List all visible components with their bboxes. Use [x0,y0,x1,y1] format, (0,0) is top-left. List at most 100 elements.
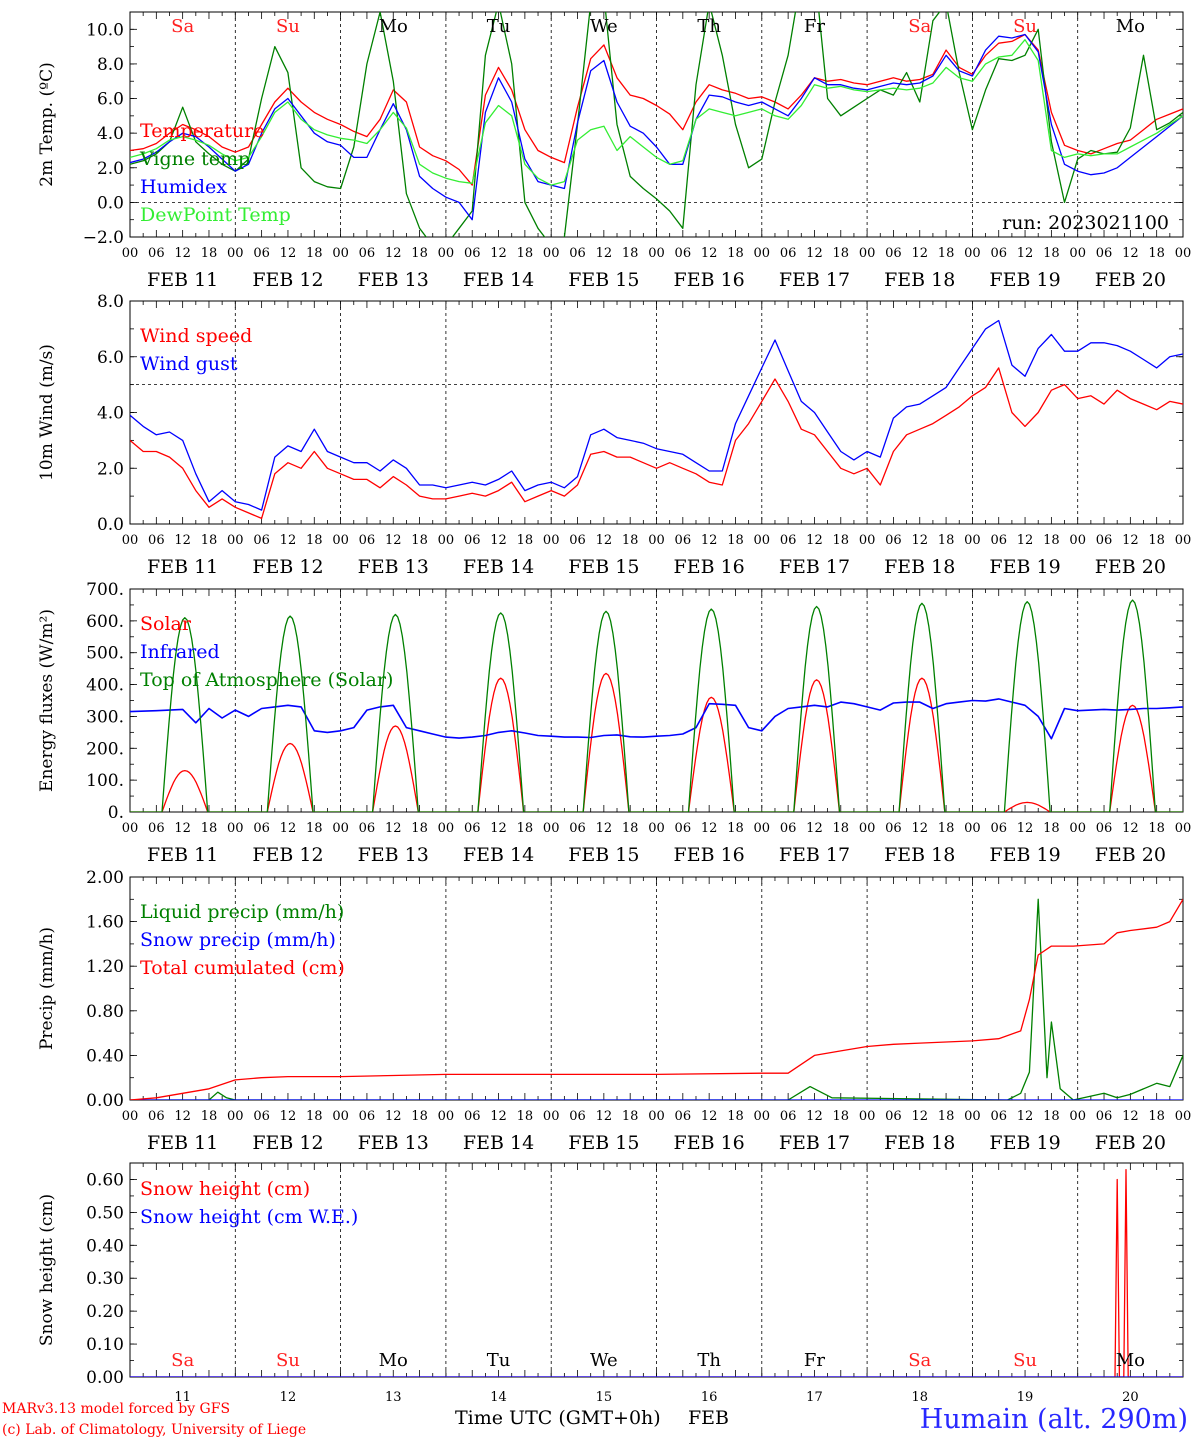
hour-label: 12 [280,533,297,548]
date-label: FEB 17 [779,556,850,578]
date-label: FEB 16 [674,1132,745,1154]
hour-label: 06 [569,821,586,836]
day-number-label: 13 [385,1390,402,1405]
footer: MARv3.13 model forced by GFS (c) Lab. of… [2,1401,1188,1438]
date-label: FEB 15 [568,556,639,578]
y-tick-label: 8.0 [97,292,124,312]
hour-label: 06 [1096,1109,1113,1124]
hour-label: 06 [569,246,586,261]
hour-label: 12 [1122,821,1139,836]
hour-label: 00 [1069,533,1086,548]
hour-label: 18 [833,533,850,548]
hour-label: 18 [622,246,639,261]
hour-label: 18 [411,533,428,548]
hour-label: 18 [1148,821,1165,836]
hour-label: 00 [1069,1109,1086,1124]
date-label: FEB 12 [252,556,323,578]
y-tick-label: 8.0 [97,55,124,75]
hour-label: 18 [306,246,323,261]
hour-label: 00 [543,246,560,261]
hour-label: 00 [648,1109,665,1124]
hour-label: 00 [964,533,981,548]
hour-label: 12 [911,246,928,261]
hour-label: 00 [332,246,349,261]
y-tick-label: 0.40 [86,1046,124,1066]
hour-label: 18 [1148,533,1165,548]
hour-label: 12 [701,533,718,548]
y-tick-label: 0.80 [86,1002,124,1022]
day-number-label: 19 [1017,1390,1034,1405]
hour-label: 12 [806,1109,823,1124]
hour-label: 06 [885,246,902,261]
y-tick-label: 4.0 [97,124,124,144]
date-label: FEB 18 [884,556,955,578]
date-label: FEB 18 [884,269,955,291]
date-label: FEB 13 [358,269,429,291]
y-axis-title: Precip (mm/h) [37,927,57,1050]
series-group [130,599,1183,812]
hour-label: 18 [833,821,850,836]
hour-label: 06 [253,533,270,548]
weekday-label: Mo [1116,1350,1145,1371]
hour-label: 00 [1069,246,1086,261]
date-label: FEB 14 [463,844,534,866]
date-label: FEB 17 [779,269,850,291]
y-tick-label: 1.20 [86,957,124,977]
model-credit: MARv3.13 model forced by GFS [2,1401,230,1417]
legend-entry: Top of Atmosphere (Solar) [140,669,393,691]
date-label: FEB 12 [252,269,323,291]
hour-label: 00 [859,533,876,548]
hour-label: 12 [490,821,507,836]
hour-label: 00 [543,821,560,836]
hour-label: 00 [754,246,771,261]
hour-label: 18 [306,821,323,836]
hour-label: 12 [174,533,191,548]
legend-entry: DewPoint Temp [140,204,291,226]
hour-label: 12 [1017,533,1034,548]
chart-panel-5: 0.60 0.50 0.40 0.30 0.20 0.10 0.00 Snow height … [37,1162,1184,1405]
lab-credit: (c) Lab. of Climatology, University of L… [2,1422,306,1438]
series-line-solar [130,672,1183,812]
hour-label: 12 [701,1109,718,1124]
hour-label: 06 [253,821,270,836]
y-tick-label: 0.20 [86,1302,124,1322]
hour-label: 00 [964,821,981,836]
y-axis-title: Energy fluxes (W/m²) [37,609,57,792]
day-number-label: 16 [701,1390,718,1405]
hour-label: 18 [306,1109,323,1124]
run-annotation: run: 2023021100 [1002,212,1169,234]
month-label: FEB [688,1407,729,1429]
hour-label: 06 [148,821,165,836]
weekday-label: We [590,1350,618,1371]
date-label: FEB 19 [989,269,1060,291]
hour-label: 18 [833,246,850,261]
y-tick-label: 2.0 [97,459,124,479]
hour-label: 00 [754,1109,771,1124]
hour-label: 00 [648,533,665,548]
y-axis-title: Snow height (cm) [37,1194,57,1346]
hour-label: 06 [990,246,1007,261]
hour-label: 18 [201,533,218,548]
hour-label: 18 [938,246,955,261]
date-label: FEB 14 [463,556,534,578]
hour-label: 12 [280,1109,297,1124]
chart-panel-3: 700. 600. 500. 400. 300. 200. 100. 0. Energy flu… [37,580,1191,866]
hour-label: 06 [1096,821,1113,836]
hour-label: 18 [1043,821,1060,836]
hour-label: 12 [596,821,613,836]
legend-entry: Humidex [140,176,227,198]
y-tick-label: 200. [86,739,124,759]
weekday-label: Mo [379,1350,408,1371]
date-label: FEB 11 [147,844,218,866]
day-number-label: 17 [806,1390,823,1405]
chart-panel-1: 10.0 8.0 6.0 4.0 2.0 0.0 −2.0 2m Temp. (ºC) 00 06… [37,11,1191,291]
weekday-label: Su [276,16,300,37]
y-tick-label: 0.50 [86,1203,124,1223]
hour-label: 00 [1175,533,1192,548]
date-label: FEB 18 [884,1132,955,1154]
hour-label: 18 [938,1109,955,1124]
date-label: FEB 20 [1095,269,1166,291]
hour-label: 12 [280,246,297,261]
weekday-label: Fr [804,1350,825,1371]
